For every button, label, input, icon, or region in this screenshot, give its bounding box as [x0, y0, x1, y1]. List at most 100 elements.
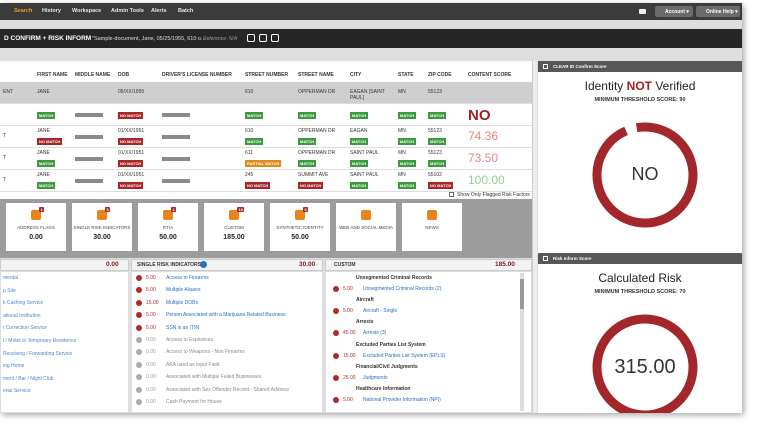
custom-item[interactable]: Judgments — [363, 374, 388, 381]
risk-indicator[interactable]: Cash Payment for House — [166, 399, 222, 405]
match-badge: MATCH — [398, 160, 417, 167]
column-header-bar — [131, 259, 323, 271]
column-header: CONTENT SCORE — [468, 72, 512, 78]
custom-score: 5.00 — [343, 286, 353, 292]
risk-indicator[interactable]: Access to Weapons - Non Firearms — [166, 349, 245, 356]
custom-score: 15.00 — [343, 352, 356, 359]
cell-text: 01/XX/1951 — [118, 128, 145, 134]
match-badge: MATCH — [398, 182, 417, 189]
risk-indicator[interactable]: Multiple DOBs — [166, 299, 198, 306]
score-gauge — [592, 314, 698, 413]
custom-item[interactable]: Aircraft - Single — [363, 308, 398, 315]
custom-group: Excluded Parties List System — [356, 341, 426, 348]
toolbar-icon[interactable] — [247, 34, 255, 42]
cell-text: 05/XX/1955 — [118, 89, 145, 95]
flag-icon — [333, 286, 339, 292]
cell-text: EAGAN — [350, 128, 368, 134]
custom-item[interactable]: Arrests (3) — [363, 330, 387, 337]
match-badge: NO MATCH — [118, 112, 144, 119]
cell-text: JANE — [37, 172, 50, 178]
count-badge: 1 — [39, 207, 45, 212]
score-title-part: Verified — [655, 79, 696, 93]
column-header: MIDDLE NAME — [75, 72, 111, 78]
redacted-value — [75, 179, 103, 183]
match-badge: NO MATCH — [298, 182, 324, 189]
address-flag-item[interactable]: p Site — [3, 287, 16, 294]
address-flag-item[interactable]: erial Service — [3, 388, 31, 395]
nav-item[interactable]: Search — [14, 8, 33, 14]
nav-item[interactable]: Admin Tools — [111, 8, 144, 14]
column-title: CUSTOM — [334, 262, 356, 268]
cell-text: 55123 — [428, 128, 442, 134]
cell-text: T — [3, 133, 7, 139]
risk-indicator[interactable]: SSN is an ITIN — [166, 324, 200, 331]
risk-indicator[interactable]: Multiple Aliases — [166, 287, 201, 294]
redacted-value — [75, 113, 103, 117]
column-header: ZIP CODE — [428, 72, 452, 78]
address-flag-item[interactable]: l / Motel or Temporary Residence — [3, 338, 77, 344]
score-title: Calculated Risk — [538, 271, 742, 285]
score-title-part: NOT — [626, 79, 652, 93]
column-total: 30.00 — [299, 261, 316, 268]
content-score: 73.50 — [468, 151, 499, 165]
flag-icon — [136, 299, 142, 306]
custom-group: Aircraft — [356, 297, 374, 304]
flag-icon — [136, 361, 142, 368]
custom-group: Unsegmented Criminal Records — [356, 275, 432, 281]
flag-icon — [136, 399, 142, 405]
nav-item[interactable]: History — [42, 8, 61, 14]
address-flag-item[interactable]: k Cashing Service — [3, 300, 44, 307]
toolbar-icon[interactable] — [259, 34, 267, 42]
info-icon — [200, 261, 207, 268]
risk-score: 0.00 — [146, 349, 156, 356]
risk-indicator[interactable]: Associated with Sex Offender Record - Sh… — [166, 386, 290, 393]
column-header: STREET NUMBER — [245, 72, 289, 78]
cell-text: SAINT PAUL — [350, 150, 379, 156]
gauge-ring — [592, 122, 698, 228]
address-flag-item[interactable]: t Correction Service — [3, 325, 47, 332]
custom-item[interactable]: National Provider Information (NPI) — [363, 397, 441, 403]
nav-item[interactable]: Workspace — [72, 8, 102, 14]
card-value: 30.00 — [93, 234, 111, 241]
card-value: 0.00 — [29, 234, 43, 241]
account-button[interactable]: Account ▾ — [655, 6, 693, 17]
risk-score: 5.00 — [146, 312, 156, 319]
flag-filter-label[interactable]: Show Only Flagged Risk Factors — [457, 192, 530, 198]
help-button[interactable]: Online Help ▾ — [696, 6, 740, 17]
address-flag-item[interactable]: ment / Bar / Night Club — [3, 375, 54, 382]
redacted-value — [162, 157, 190, 161]
list-panel — [131, 271, 323, 413]
risk-indicator[interactable]: Access to Firearms — [166, 275, 209, 281]
custom-group: Healthcare Information — [356, 386, 411, 392]
mail-icon[interactable] — [639, 9, 646, 14]
match-badge: MATCH — [350, 138, 369, 145]
score-header-text: CLEAR ID Confirm Score — [553, 64, 607, 69]
address-flag-item[interactable]: ing Home — [3, 363, 25, 370]
address-flag-item[interactable]: Receiving / Forwarding Service — [3, 350, 73, 357]
address-flag-item[interactable]: ational Institution — [3, 312, 41, 319]
toolbar-icon[interactable] — [271, 34, 279, 42]
flag-icon — [333, 308, 339, 315]
cell-text: 611 — [245, 150, 253, 156]
risk-indicator[interactable]: Associated with Multiple Failed Business… — [166, 374, 262, 381]
count-badge: 6 — [303, 207, 309, 212]
score-panel — [538, 61, 742, 413]
card-label: SYNTHETIC IDENTITY — [276, 225, 324, 230]
nav-item[interactable]: Batch — [178, 8, 194, 14]
header-checkbox[interactable] — [543, 256, 548, 261]
risk-indicator[interactable]: Person Associated with a Marijuana Relat… — [166, 312, 286, 319]
custom-item[interactable]: Unsegmented Criminal Records (2) — [363, 286, 442, 292]
score-header — [538, 253, 742, 264]
cell-text: 610 — [245, 89, 254, 95]
scrollbar — [532, 61, 537, 413]
flag-checkbox[interactable] — [449, 192, 454, 197]
nav-item[interactable]: Alerts — [151, 8, 167, 14]
header-checkbox[interactable] — [543, 64, 548, 69]
risk-indicator[interactable]: AKA used as Input Field — [166, 361, 220, 368]
column-header: FIRST NAME — [37, 72, 68, 78]
address-flag-item[interactable]: mental — [3, 275, 19, 281]
column-header-bar — [0, 259, 129, 271]
risk-indicator[interactable]: Access to Explosives — [166, 337, 213, 343]
category-icon — [31, 210, 41, 220]
custom-item[interactable]: Excluded Parties List System (EPLS) — [363, 352, 446, 359]
